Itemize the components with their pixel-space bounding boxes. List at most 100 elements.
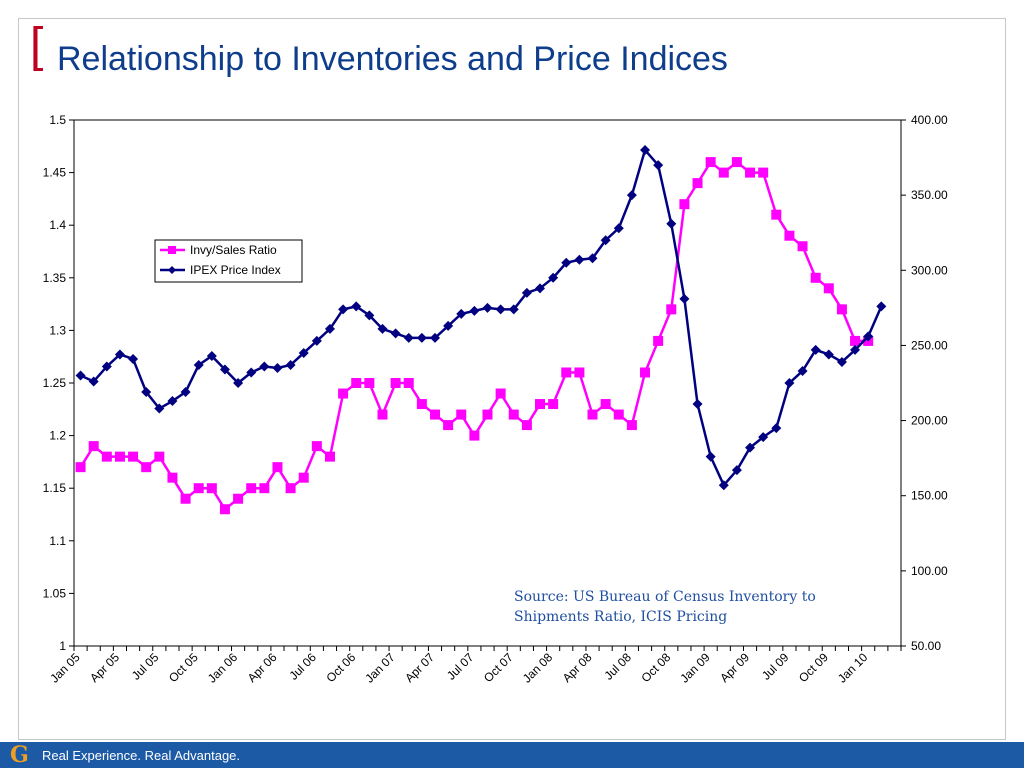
ipex-data-point xyxy=(482,302,493,313)
ipex-data-point xyxy=(456,308,467,319)
ipex-data-point xyxy=(429,332,440,343)
ratio-data-point xyxy=(666,304,677,315)
legend-diamond-marker xyxy=(168,266,176,274)
ratio-data-point xyxy=(167,472,178,483)
ipex-data-point xyxy=(653,160,664,171)
ipex-data-point xyxy=(443,320,454,331)
x-tick-label: Oct 09 xyxy=(796,650,831,685)
ratio-data-point xyxy=(784,230,795,241)
ipex-data-point xyxy=(128,353,139,364)
ratio-data-point xyxy=(535,399,546,410)
ratio-data-point xyxy=(180,493,191,504)
ratio-data-point xyxy=(508,409,519,420)
ipex-data-point xyxy=(259,361,270,372)
ratio-data-point xyxy=(600,399,611,410)
ratio-data-point xyxy=(653,335,664,346)
ipex-data-point xyxy=(403,332,414,343)
ipex-data-point xyxy=(823,349,834,360)
y-left-tick-label: 1.05 xyxy=(43,586,67,600)
legend-label: IPEX Price Index xyxy=(190,263,281,277)
ipex-data-point xyxy=(233,378,244,388)
ratio-data-point xyxy=(469,430,480,441)
ratio-data-point xyxy=(206,483,217,494)
ratio-data-point xyxy=(574,367,585,378)
ratio-data-point xyxy=(823,283,834,294)
ratio-data-point xyxy=(351,378,362,388)
ipex-data-point xyxy=(679,293,690,304)
ipex-data-point xyxy=(351,301,362,312)
ratio-data-point xyxy=(285,483,296,494)
ipex-data-point xyxy=(206,350,217,361)
ratio-data-point xyxy=(640,367,651,378)
ratio-data-point xyxy=(587,409,598,420)
series-line xyxy=(79,160,869,512)
ipex-data-point xyxy=(758,432,769,443)
y-left-tick-label: 1.25 xyxy=(43,376,67,390)
ipex-data-point xyxy=(863,331,874,342)
y-left-tick-label: 1.4 xyxy=(49,218,66,232)
ipex-data-point xyxy=(548,272,559,283)
ipex-data-point xyxy=(101,361,112,372)
ipex-data-point xyxy=(626,190,637,201)
ratio-data-point xyxy=(521,420,532,431)
ratio-data-point xyxy=(429,409,440,420)
x-tick-label: Oct 07 xyxy=(481,650,516,685)
legend-box xyxy=(154,239,303,283)
ipex-data-point xyxy=(692,399,703,410)
ratio-data-point xyxy=(338,388,349,399)
ratio-data-point xyxy=(364,378,375,388)
ratio-data-point xyxy=(101,451,112,462)
y-right-tick-label: 50.00 xyxy=(911,639,941,653)
ipex-data-point xyxy=(731,465,742,476)
ipex-data-point xyxy=(600,235,611,246)
footer-bar: G Real Experience. Real Advantage. xyxy=(0,742,1024,768)
ratio-data-point xyxy=(613,409,624,420)
ratio-data-point xyxy=(416,399,427,410)
ratio-data-point xyxy=(561,367,572,378)
ipex-data-point xyxy=(876,301,887,312)
y-left-tick-label: 1.1 xyxy=(49,534,66,548)
y-left-tick-label: 1.5 xyxy=(49,113,66,127)
ratio-data-point xyxy=(233,493,244,504)
ratio-data-point xyxy=(259,483,270,494)
legend-label: Invy/Sales Ratio xyxy=(190,243,277,257)
ipex-data-point xyxy=(495,304,506,315)
x-tick-label: Jan 10 xyxy=(835,650,871,686)
ipex-data-point xyxy=(745,442,756,453)
ipex-data-point xyxy=(784,378,795,388)
y-left-tick-label: 1.15 xyxy=(43,481,67,495)
x-tick-label: Apr 09 xyxy=(717,650,752,685)
ratio-data-point xyxy=(850,335,861,346)
y-left-tick-label: 1 xyxy=(59,639,66,653)
ratio-data-point xyxy=(745,167,756,178)
ipex-data-point xyxy=(535,283,546,294)
ipex-data-point xyxy=(285,359,296,370)
ratio-data-point xyxy=(692,178,703,189)
ipex-data-point xyxy=(587,253,598,264)
ratio-data-point xyxy=(272,462,283,473)
x-tick-label: Jul 07 xyxy=(444,650,477,683)
x-tick-label: Jul 08 xyxy=(601,650,634,683)
y-right-tick-label: 200.00 xyxy=(911,414,948,428)
ipex-data-point xyxy=(836,356,847,367)
ipex-data-point xyxy=(416,332,427,343)
ratio-data-point xyxy=(219,504,230,515)
y-left-tick-label: 1.3 xyxy=(49,323,66,337)
x-tick-label: Oct 05 xyxy=(166,650,201,685)
footer-tagline: Real Experience. Real Advantage. xyxy=(42,748,241,763)
y-right-tick-label: 300.00 xyxy=(911,263,948,277)
x-tick-label: Jul 05 xyxy=(129,650,162,683)
ipex-data-point xyxy=(88,376,99,387)
ipex-data-point xyxy=(666,218,677,229)
y-left-tick-label: 1.35 xyxy=(43,271,67,285)
ratio-data-point xyxy=(797,241,808,252)
ratio-data-point xyxy=(75,462,86,473)
y-right-tick-label: 250.00 xyxy=(911,338,948,352)
x-tick-label: Jan 05 xyxy=(47,650,83,686)
x-tick-label: Apr 05 xyxy=(87,650,122,685)
ipex-data-point xyxy=(324,323,335,334)
y-left-tick-label: 1.2 xyxy=(49,429,66,443)
ipex-data-point xyxy=(613,223,624,234)
ratio-data-point xyxy=(154,451,165,462)
ipex-data-point xyxy=(75,370,86,381)
